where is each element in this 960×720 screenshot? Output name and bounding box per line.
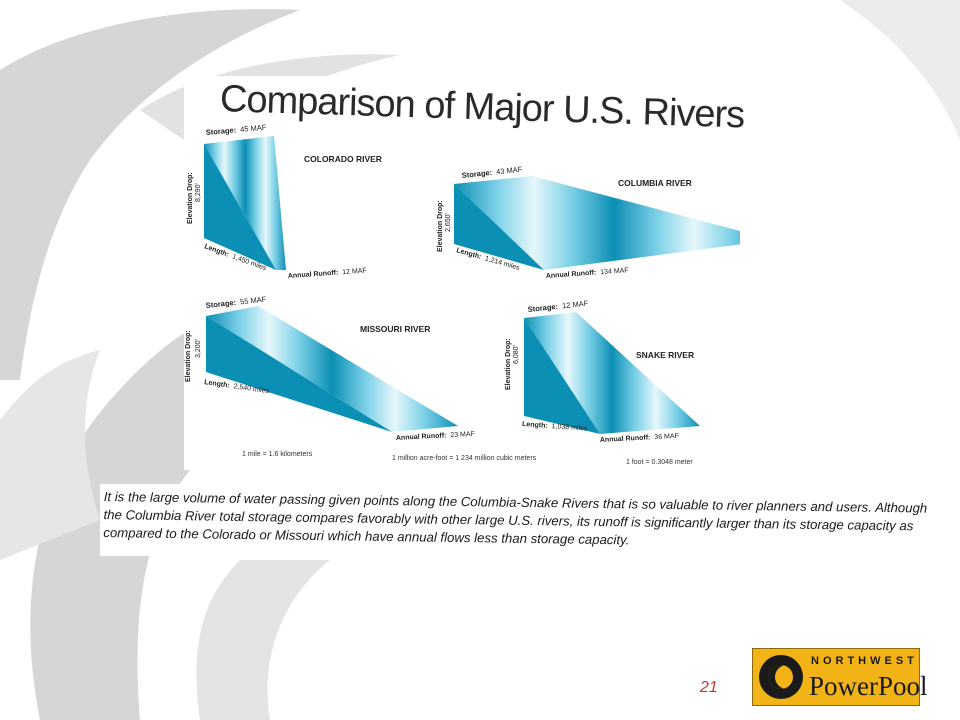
svg-text:Length: 1,038 miles: Length: 1,038 miles	[522, 421, 588, 433]
conversion-acre-foot: 1 million acre-foot = 1 234 million cubi…	[392, 455, 537, 462]
river-diagram-missouri: MISSOURI RIVER Storage: 55 MAF Elevation…	[185, 295, 475, 442]
annual-runoff-value: 134 MAF	[600, 267, 629, 276]
annual-runoff-value: 12 MAF	[342, 268, 367, 277]
svg-text:Length: 2,540 miles: Length: 2,540 miles	[204, 379, 270, 395]
length-value: 1,038 miles	[551, 423, 588, 433]
elevation-drop-label: Elevation Drop:	[187, 172, 194, 224]
river-wedge-top	[454, 176, 740, 270]
river-diagram-columbia: COLUMBIA RIVER Storage: 43 MAF Elevation…	[437, 165, 740, 280]
length-value: 2,540 miles	[233, 383, 270, 395]
page-number: 21	[700, 679, 718, 696]
northwest-powerpool-logo: NORTHWEST PowerPool	[752, 648, 928, 706]
svg-text:Annual Runoff: 36 MAF: Annual Runoff: 36 MAF	[600, 433, 679, 444]
svg-text:Storage: 12 MAF: Storage: 12 MAF	[527, 299, 589, 314]
river-wedge-top	[524, 312, 700, 434]
elevation-drop-value: 6,080'	[513, 345, 520, 364]
storage-label: Storage:	[461, 168, 492, 180]
length-label: Length:	[204, 379, 230, 390]
storage-value: 43 MAF	[496, 165, 523, 177]
river-comparison-diagram: COLORADO RIVER Storage: 45 MAF Elevation…	[185, 123, 740, 466]
storage-label: Storage:	[527, 302, 558, 314]
elevation-drop-value: 8,290'	[195, 183, 202, 202]
annual-runoff-label: Annual Runoff:	[600, 434, 651, 444]
storage-value: 45 MAF	[240, 123, 267, 134]
annual-runoff-label: Annual Runoff:	[396, 432, 447, 442]
logo-bottom-text: PowerPool	[809, 671, 928, 701]
annual-runoff-label: Annual Runoff:	[546, 269, 597, 280]
svg-text:Storage: 43 MAF: Storage: 43 MAF	[461, 165, 523, 180]
elevation-drop-label: Elevation Drop:	[185, 330, 192, 382]
storage-label: Storage:	[205, 298, 236, 310]
caption-text: It is the large volume of water passing …	[103, 489, 928, 548]
river-wedge-side	[524, 318, 600, 434]
annual-runoff-label: Annual Runoff:	[288, 269, 339, 280]
river-diagram-snake: SNAKE RIVER Storage: 12 MAF Elevation Dr…	[505, 299, 700, 444]
svg-text:Storage: 55 MAF: Storage: 55 MAF	[205, 295, 267, 310]
conversion-foot: 1 foot = 0.3048 meter	[626, 459, 693, 466]
svg-text:Annual Runoff: 134 MAF: Annual Runoff: 134 MAF	[546, 267, 629, 280]
river-name: MISSOURI RIVER	[360, 324, 430, 334]
storage-value: 55 MAF	[240, 295, 267, 307]
elevation-drop-value: 3,200'	[195, 339, 202, 358]
storage-value: 12 MAF	[562, 299, 589, 311]
svg-text:Storage: 45 MAF: Storage: 45 MAF	[205, 123, 267, 137]
elevation-drop-label: Elevation Drop:	[505, 338, 512, 390]
river-diagram-colorado: COLORADO RIVER Storage: 45 MAF Elevation…	[187, 123, 382, 280]
river-wedge-side	[204, 144, 276, 270]
logo-top-text: NORTHWEST	[811, 655, 918, 667]
annual-runoff-value: 36 MAF	[654, 433, 679, 441]
elevation-drop-value: 2,650'	[445, 213, 452, 232]
conversion-mile: 1 mile = 1.6 kilometers	[242, 451, 313, 458]
river-name: SNAKE RIVER	[636, 350, 694, 360]
annual-runoff-value: 23 MAF	[450, 431, 475, 439]
river-wedge-side	[454, 184, 544, 270]
logo-sun-icon	[759, 655, 803, 699]
svg-text:Annual Runoff: 23 MAF: Annual Runoff: 23 MAF	[396, 431, 475, 442]
length-label: Length:	[522, 421, 548, 430]
svg-text:Annual Runoff: 12 MAF: Annual Runoff: 12 MAF	[288, 268, 367, 280]
caption-box: It is the large volume of water passing …	[100, 484, 950, 556]
river-wedge-side	[206, 316, 392, 432]
storage-label: Storage:	[205, 125, 236, 137]
river-wedge-top	[206, 306, 458, 432]
elevation-drop-label: Elevation Drop:	[437, 200, 444, 252]
river-wedge-top	[204, 136, 286, 270]
river-name: COLORADO RIVER	[304, 154, 382, 164]
river-name: COLUMBIA RIVER	[618, 178, 692, 188]
